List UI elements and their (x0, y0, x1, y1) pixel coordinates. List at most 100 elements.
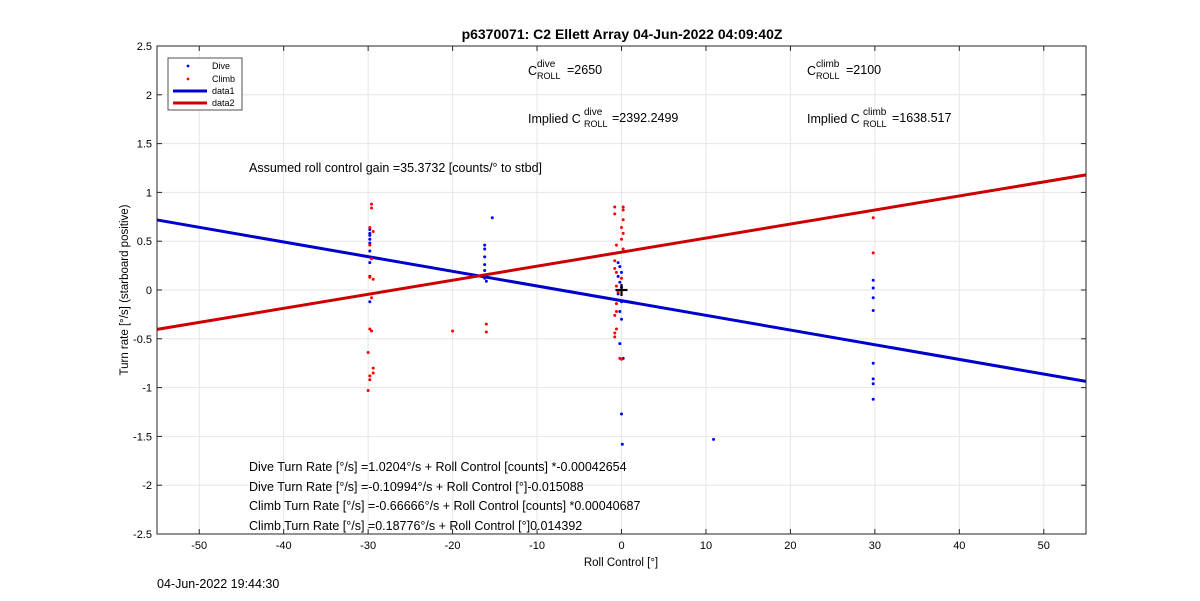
dive-point (871, 286, 875, 290)
climb-point (370, 329, 374, 333)
climb-point (484, 322, 488, 326)
dive-point (871, 308, 875, 312)
dive-point (368, 249, 372, 253)
climb-point (871, 216, 875, 220)
axes: -50 -40 -30 -20 -10 0 10 20 30 40 50 -2.5-2-1.5-1-… (133, 41, 1087, 552)
dive-point (616, 261, 620, 265)
roll-gain-annotation: Assumed roll control gain =35.3732 [coun… (249, 161, 542, 175)
dive-point (871, 377, 875, 381)
legend: Dive Climb data1 data2 (167, 57, 243, 111)
climb-point (613, 335, 617, 339)
dive-point (484, 279, 488, 283)
y-tick-label: 1 (146, 187, 152, 199)
climb-point (621, 218, 625, 222)
origin-marker (615, 284, 628, 296)
legend-climb-label: Climb (212, 74, 235, 84)
implied-dive-symbol: Implied C (528, 112, 581, 126)
x-tick-label: 10 (700, 540, 712, 552)
dive-point (871, 382, 875, 386)
annotation-c-dive: C dive ROLL =2650 (528, 59, 602, 81)
climb-point (621, 231, 625, 235)
annotation-c-climb: C climb ROLL =2100 (807, 59, 881, 81)
y-tick-label: -1 (142, 383, 152, 395)
implied-climb-superscript: climb (863, 107, 887, 118)
climb-point (484, 330, 488, 334)
dive-point (483, 263, 487, 267)
climb-point (614, 302, 618, 306)
dive-point (483, 276, 487, 280)
fit-line-data2 (156, 173, 1087, 331)
legend-dive-marker (186, 64, 190, 68)
dive-point (483, 247, 487, 251)
x-axis-label: Roll Control [°] (584, 557, 658, 569)
chart-title: p6370071: C2 Ellett Array 04-Jun-2022 04… (462, 26, 783, 42)
data-points (366, 202, 875, 446)
climb-point (370, 296, 374, 300)
climb-point (620, 237, 623, 241)
climb-point (368, 275, 372, 279)
climb-point (613, 259, 617, 263)
legend-dive-label: Dive (212, 61, 230, 71)
x-axis-ticks: -50 -40 -30 -20 -10 0 10 20 30 40 50 (191, 46, 1050, 552)
y-tick-label: -1.5 (133, 431, 152, 443)
dive-point (616, 274, 620, 278)
climb-point (371, 229, 375, 233)
dive-equation-degrees: Dive Turn Rate [°/s] =-0.10994°/s + Roll… (249, 480, 584, 494)
print-timestamp: 04-Jun-2022 19:44:30 (157, 577, 280, 591)
y-tick-label: 0 (146, 285, 152, 297)
climb-point (366, 389, 370, 393)
climb-point (368, 378, 372, 382)
dive-point (620, 442, 624, 446)
climb-point (621, 247, 625, 251)
climb-point (370, 202, 374, 206)
dive-point (618, 265, 622, 269)
dive-point (368, 300, 372, 304)
climb-point (613, 267, 617, 271)
dive-point (483, 255, 487, 259)
c-climb-value: =2100 (846, 63, 881, 77)
axes-border (156, 45, 1087, 535)
climb-point (371, 371, 375, 375)
dive-point (871, 397, 875, 401)
climb-point (368, 327, 372, 331)
climb-point (613, 331, 617, 335)
climb-point (620, 226, 623, 230)
climb-equation-counts: Climb Turn Rate [°/s] =-0.66666°/s + Rol… (249, 499, 641, 513)
climb-point (614, 284, 618, 288)
implied-dive-value: =2392.2499 (612, 111, 678, 125)
dive-point (712, 437, 716, 441)
climb-point (451, 329, 455, 333)
legend-data2-label: data2 (212, 98, 235, 108)
c-dive-symbol: C (528, 64, 537, 78)
dive-point (368, 261, 372, 265)
climb-point (368, 243, 372, 247)
climb-point (620, 276, 623, 280)
climb-point (871, 251, 875, 255)
climb-point (370, 206, 374, 210)
dive-point (871, 278, 875, 282)
x-tick-label: -10 (529, 540, 545, 552)
y-tick-label: 0.5 (137, 236, 152, 248)
y-tick-label: 2.5 (137, 41, 152, 53)
climb-point (613, 313, 617, 317)
implied-climb-symbol: Implied C (807, 112, 860, 126)
c-climb-superscript: climb (816, 59, 840, 70)
x-tick-label: -20 (445, 540, 461, 552)
c-climb-subscript: ROLL (816, 71, 840, 81)
dive-point (871, 296, 875, 300)
x-tick-label: 30 (869, 540, 881, 552)
climb-point (371, 277, 375, 281)
x-tick-label: 40 (953, 540, 965, 552)
climb-point (370, 257, 374, 261)
x-tick-label: -50 (191, 540, 207, 552)
y-tick-label: -0.5 (133, 334, 152, 346)
climb-point (613, 205, 617, 209)
dive-point (490, 216, 494, 220)
climb-point (613, 212, 617, 216)
x-tick-label: -30 (360, 540, 376, 552)
climb-equation-degrees: Climb Turn Rate [°/s] =0.18776°/s + Roll… (249, 519, 582, 533)
climb-point (614, 243, 618, 247)
climb-point (614, 309, 618, 313)
dive-equation-counts: Dive Turn Rate [°/s] =1.0204°/s + Roll C… (249, 460, 627, 474)
c-dive-value: =2650 (567, 63, 602, 77)
